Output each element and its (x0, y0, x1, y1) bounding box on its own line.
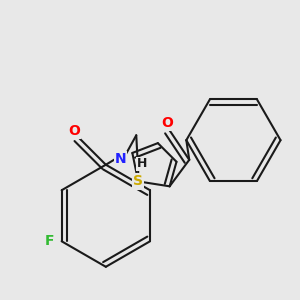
Text: O: O (68, 124, 80, 138)
Text: F: F (45, 234, 55, 248)
Text: O: O (162, 116, 174, 130)
Text: S: S (133, 174, 143, 188)
Text: N: N (115, 152, 126, 166)
Text: H: H (137, 157, 147, 170)
